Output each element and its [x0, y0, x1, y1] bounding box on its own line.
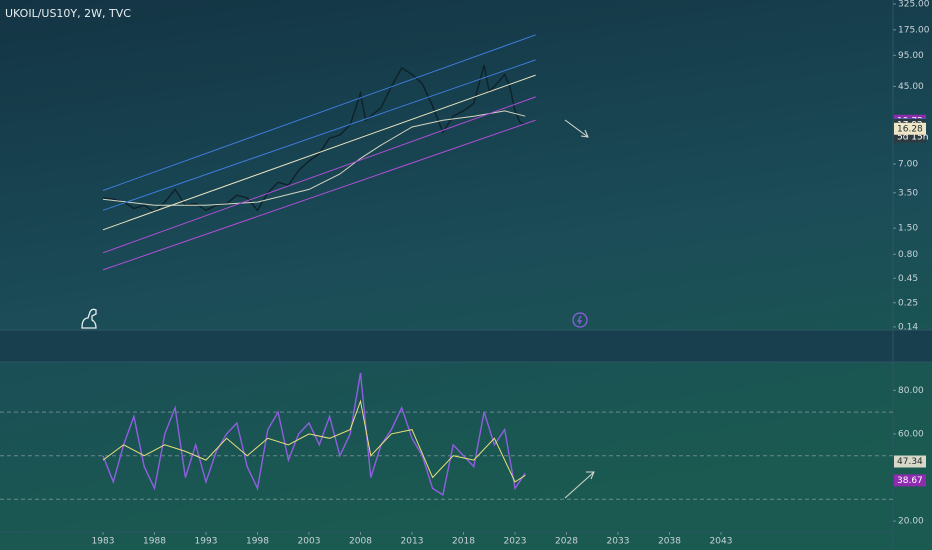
price-badge: 38.67 [894, 474, 926, 487]
x-tick-label: 1988 [143, 537, 166, 547]
y-tick-label: 7.00 [898, 159, 918, 169]
series-line [102, 74, 536, 231]
y-tick-label: 175.00 [898, 25, 930, 35]
x-tick-label: 2008 [349, 537, 372, 547]
y-tick-label: 45.00 [898, 82, 924, 92]
price-badge: 16.28 [894, 122, 926, 135]
x-tick-label: 2028 [555, 537, 578, 547]
x-tick-label: 2038 [658, 537, 681, 547]
x-tick-label: 2003 [298, 537, 321, 547]
price-badge-box [894, 122, 926, 135]
price-badge-label: 47.34 [897, 457, 923, 467]
series-line [102, 64, 526, 213]
y-tick-label: 20.00 [898, 517, 924, 527]
x-tick-label: 2033 [607, 537, 630, 547]
projection-arrow [564, 471, 595, 499]
x-tick-label: 2043 [710, 537, 733, 547]
projection-arrow [564, 119, 589, 138]
y-tick-label: 325.00 [898, 0, 930, 10]
series-line [102, 34, 536, 191]
y-tick-label: 60.00 [898, 429, 924, 439]
pane-separator [0, 330, 932, 362]
price-badge-label: 38.67 [897, 476, 923, 486]
y-tick-label: 0.80 [898, 250, 918, 260]
series-line [102, 59, 536, 211]
dino-icon [81, 308, 97, 329]
y-tick-label: 1.50 [898, 224, 918, 234]
x-tick-label: 1983 [92, 537, 115, 547]
y-tick-label: 0.45 [898, 274, 918, 284]
y-tick-label: 80.00 [898, 386, 924, 396]
x-tick-label: 1998 [246, 537, 269, 547]
countdown-label: 5d 15h [897, 132, 928, 142]
price-badge-box [894, 474, 926, 487]
series-line [102, 372, 526, 497]
price-badge-box [894, 455, 926, 468]
price-badge-label: 16.28 [897, 124, 923, 134]
price-badge: 47.34 [894, 455, 926, 468]
series-line [102, 119, 536, 271]
x-tick-label: 2013 [401, 537, 424, 547]
chart-title: UKOIL/US10Y, 2W, TVC [5, 7, 131, 20]
x-tick-label: 2023 [504, 537, 527, 547]
y-tick-label: 0.25 [898, 298, 918, 308]
y-tick-label: 95.00 [898, 51, 924, 61]
x-tick-label: 2018 [452, 537, 475, 547]
series-line [102, 110, 526, 206]
lightning-icon[interactable] [572, 312, 588, 328]
series-line [102, 96, 536, 254]
y-tick-label: 0.14 [898, 322, 918, 332]
series-line [102, 399, 526, 483]
x-tick-label: 1993 [195, 537, 218, 547]
y-tick-label: 3.50 [898, 188, 918, 198]
